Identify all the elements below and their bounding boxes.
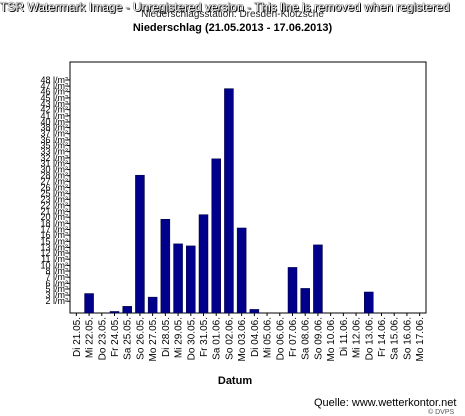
y-tick-label: 11 l/m² <box>41 254 68 264</box>
y-tick-label: 2 l/m² <box>46 296 69 306</box>
bar <box>300 288 310 314</box>
x-tick-label: Di 21.05. <box>72 317 83 357</box>
y-tick-label: 45 l/m² <box>40 93 68 103</box>
y-tick-label: 38 l/m² <box>40 123 68 133</box>
x-tick-label: Do 23.05. <box>97 317 108 360</box>
y-tick-label: 15 l/m² <box>40 236 68 246</box>
y-tick-label: 20 l/m² <box>40 212 68 222</box>
y-tick-label: 23 l/m² <box>40 194 68 204</box>
y-tick-label: 26 l/m² <box>40 183 68 193</box>
y-tick-label: 33 l/m² <box>40 147 68 157</box>
bar <box>109 311 120 314</box>
y-tick-label: 27 l/m² <box>40 176 68 186</box>
x-tick-label: Fr 14.06. <box>377 317 388 357</box>
bar <box>211 158 221 314</box>
y-tick-label: 21 l/m² <box>40 207 68 217</box>
bar <box>147 296 158 314</box>
y-tick-label: 5 l/m² <box>46 284 69 294</box>
source-credit: Quelle: www.wetterkontor.net <box>314 397 457 409</box>
bar <box>186 245 196 314</box>
bar <box>313 244 323 314</box>
x-tick-label: Fr 31.05. <box>199 317 210 357</box>
y-tick-label: 47 l/m² <box>40 81 68 91</box>
x-tick-label: So 26.05. <box>135 317 146 360</box>
y-tick-label: 6 l/m² <box>46 278 69 288</box>
x-tick-label: Fr 07.06. <box>288 317 299 357</box>
watermark-banner: TSR Watermark Image - Unregistered versi… <box>0 0 450 14</box>
bar <box>236 227 247 314</box>
y-tick-label: 37 l/m² <box>40 129 68 139</box>
station-name: Niederschlagsstation: Dresden-Klotzsche <box>141 9 324 20</box>
bar <box>122 306 132 314</box>
y-tick-label: 28 l/m² <box>40 171 68 181</box>
y-tick-label: 32 l/m² <box>40 153 68 163</box>
y-tick-label: 17 l/m² <box>40 225 68 235</box>
x-tick-label: Mo 17.06. <box>415 317 426 361</box>
x-tick-label: Mi 05.06. <box>263 317 274 358</box>
x-tick-label: Sa 08.06. <box>301 317 312 360</box>
chart-title: Niederschlag (21.05.2013 - 17.06.2013) <box>132 22 333 34</box>
y-tick-label: 35 l/m² <box>40 140 68 150</box>
bar <box>84 293 94 314</box>
x-tick-label: Mi 22.05. <box>85 317 96 358</box>
x-tick-label: Mo 27.05. <box>148 317 159 361</box>
x-tick-label: Sa 15.06. <box>390 317 401 360</box>
x-tick-label: Di 28.05. <box>161 317 172 357</box>
y-tick-label: 8 l/m² <box>46 266 69 276</box>
plot-frame <box>69 61 427 314</box>
y-tick-label: 18 l/m² <box>40 218 68 228</box>
x-tick-label: Di 04.06. <box>250 317 261 357</box>
x-tick-label: Sa 25.05. <box>123 317 134 360</box>
bar <box>173 243 183 314</box>
y-tick-label: 46 l/m² <box>40 87 68 97</box>
y-tick-label: 31 l/m² <box>40 158 68 168</box>
copyright-note: © DVPS <box>428 409 455 416</box>
y-tick-label: 30 l/m² <box>40 165 68 175</box>
y-tick-label: 43 l/m² <box>40 99 68 109</box>
x-tick-label: Di 11.06. <box>339 317 350 356</box>
y-tick-label: 40 l/m² <box>40 117 68 127</box>
y-tick-label: 10 l/m² <box>40 260 68 270</box>
x-tick-label: Mo 10.06. <box>326 317 337 361</box>
x-tick-label: So 09.06. <box>313 317 324 360</box>
y-tick-label: 16 l/m² <box>40 230 68 240</box>
x-tick-label: Do 13.06. <box>364 317 375 360</box>
y-tick-label: 25 l/m² <box>40 189 68 199</box>
y-tick-label: 13 l/m² <box>40 242 68 252</box>
y-tick-label: 22 l/m² <box>40 200 68 210</box>
x-tick-label: Mo 03.06. <box>237 317 248 361</box>
x-tick-label: So 02.06. <box>224 317 235 360</box>
bar <box>287 267 298 314</box>
y-tick-label: 7 l/m² <box>46 272 69 282</box>
x-tick-label: So 16.06. <box>402 317 413 360</box>
bar <box>249 309 260 314</box>
y-tick-label: 3 l/m² <box>46 290 69 300</box>
bar <box>364 291 374 314</box>
bar <box>160 219 171 314</box>
y-tick-label: 41 l/m² <box>40 111 68 121</box>
y-tick-label: 12 l/m² <box>40 248 68 258</box>
bar <box>198 214 209 314</box>
bar <box>135 174 145 314</box>
x-tick-label: Mi 29.05. <box>174 317 185 358</box>
x-tick-label: Fr 24.05. <box>110 317 121 357</box>
y-tick-label: 36 l/m² <box>40 135 68 145</box>
x-tick-label: Do 30.05. <box>186 317 197 360</box>
x-tick-label: Mi 12.06. <box>352 317 363 358</box>
x-tick-label: Sa 01.06. <box>212 317 223 360</box>
x-tick-label: Do 06.06. <box>275 317 286 360</box>
bar <box>224 88 234 314</box>
x-axis-label: Datum <box>217 375 253 387</box>
y-tick-label: 42 l/m² <box>40 105 68 115</box>
y-tick-label: 48 l/m² <box>40 75 68 85</box>
